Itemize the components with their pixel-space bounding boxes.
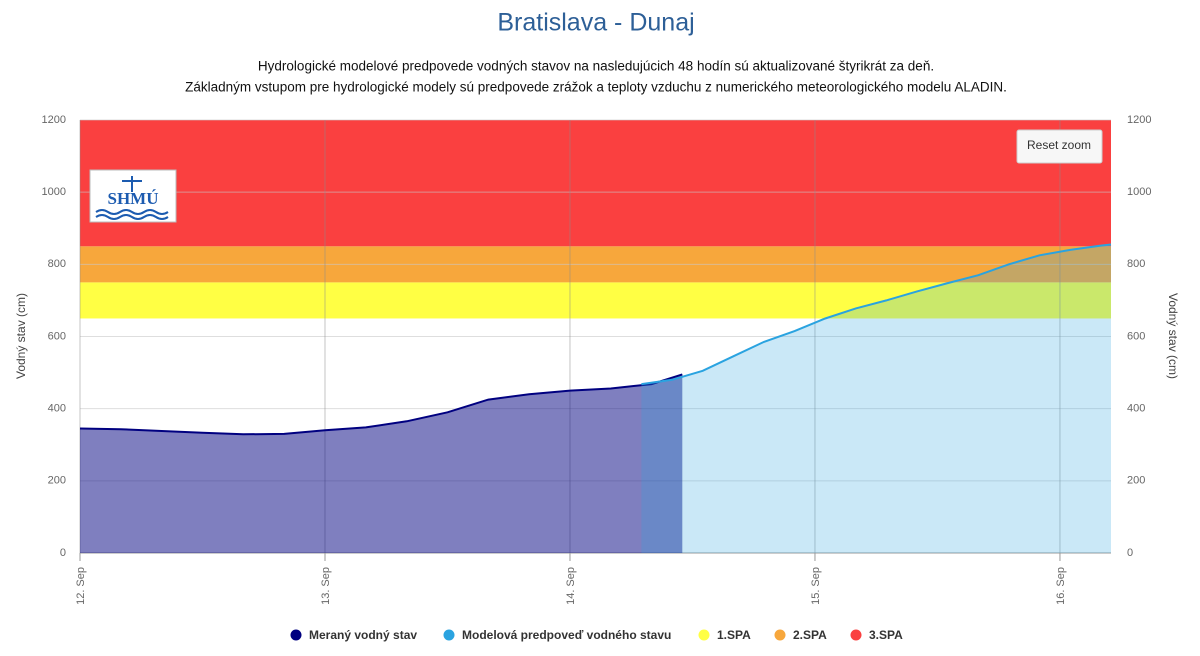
y2-tick-label: 0 (1127, 547, 1133, 559)
area-fill (80, 374, 683, 553)
series-line (641, 243, 1112, 386)
plot-band (80, 120, 1111, 247)
legend-label[interactable]: Meraný vodný stav (309, 628, 417, 642)
x-tick-label: 16. Sep (1055, 567, 1067, 605)
y-tick-label: 600 (48, 330, 66, 342)
legend-label[interactable]: 3.SPA (869, 628, 903, 642)
y-tick-label: 1000 (42, 186, 66, 198)
y-tick-label: 800 (48, 258, 66, 270)
legend-symbol[interactable] (698, 629, 710, 641)
legend-item[interactable]: Modelová predpoveď vodného stavu (443, 628, 672, 642)
legend-symbol[interactable] (774, 629, 786, 641)
y2-axis-title: Vodný stav (cm) (1166, 293, 1180, 379)
legend-item[interactable]: 2.SPA (774, 628, 828, 642)
logo-waves (95, 209, 169, 220)
x-tick-label: 13. Sep (320, 567, 332, 605)
legend-item[interactable]: Meraný vodný stav (290, 628, 418, 642)
plot-band (80, 282, 1111, 319)
x-tick-label: 14. Sep (565, 567, 577, 605)
y2-tick-label: 400 (1127, 403, 1145, 415)
y2-tick-label: 600 (1127, 330, 1145, 342)
y2-tick-label: 1200 (1127, 114, 1151, 126)
x-tick-label: 12. Sep (75, 567, 87, 605)
legend-symbol[interactable] (850, 629, 862, 641)
logo-text: SHMÚ (108, 189, 159, 208)
area-fill (641, 244, 1111, 553)
legend-symbol[interactable] (290, 629, 302, 641)
legend-label[interactable]: Modelová predpoveď vodného stavu (462, 628, 671, 642)
logo: SHMÚ (89, 169, 177, 223)
legend-label[interactable]: 2.SPA (793, 628, 827, 642)
plot-area: 0 200 400 600 800 1000 1200 0 200 400 600 800 1000 12… (42, 114, 1152, 605)
subtitle: Základným vstupom pre hydrologické model… (185, 80, 1007, 95)
legend-item[interactable]: 3.SPA (850, 628, 904, 642)
reset-zoom-button[interactable]: Reset zoom (1016, 129, 1103, 164)
legend-symbol[interactable] (443, 629, 455, 641)
y-tick-label: 1200 (42, 114, 66, 126)
y-tick-label: 200 (48, 475, 66, 487)
y-axis-title: Vodný stav (cm) (14, 293, 28, 379)
series-line (79, 373, 683, 436)
legend: Meraný vodný stav Modelová predpoveď vodn… (290, 628, 904, 642)
button-box[interactable] (1016, 129, 1103, 164)
legend-label[interactable]: 1.SPA (717, 628, 751, 642)
y2-tick-label: 1000 (1127, 186, 1151, 198)
y2-tick-label: 800 (1127, 258, 1145, 270)
subtitle: Hydrologické modelové predpovede vodných… (258, 59, 934, 74)
y-tick-label: 0 (60, 547, 66, 559)
button-label[interactable]: Reset zoom (1027, 138, 1091, 152)
y-tick-label: 400 (48, 403, 66, 415)
x-tick-label: 15. Sep (810, 567, 822, 605)
chart-title: Bratislava - Dunaj (497, 9, 694, 37)
legend-item[interactable]: 1.SPA (698, 628, 752, 642)
y2-tick-label: 200 (1127, 475, 1145, 487)
